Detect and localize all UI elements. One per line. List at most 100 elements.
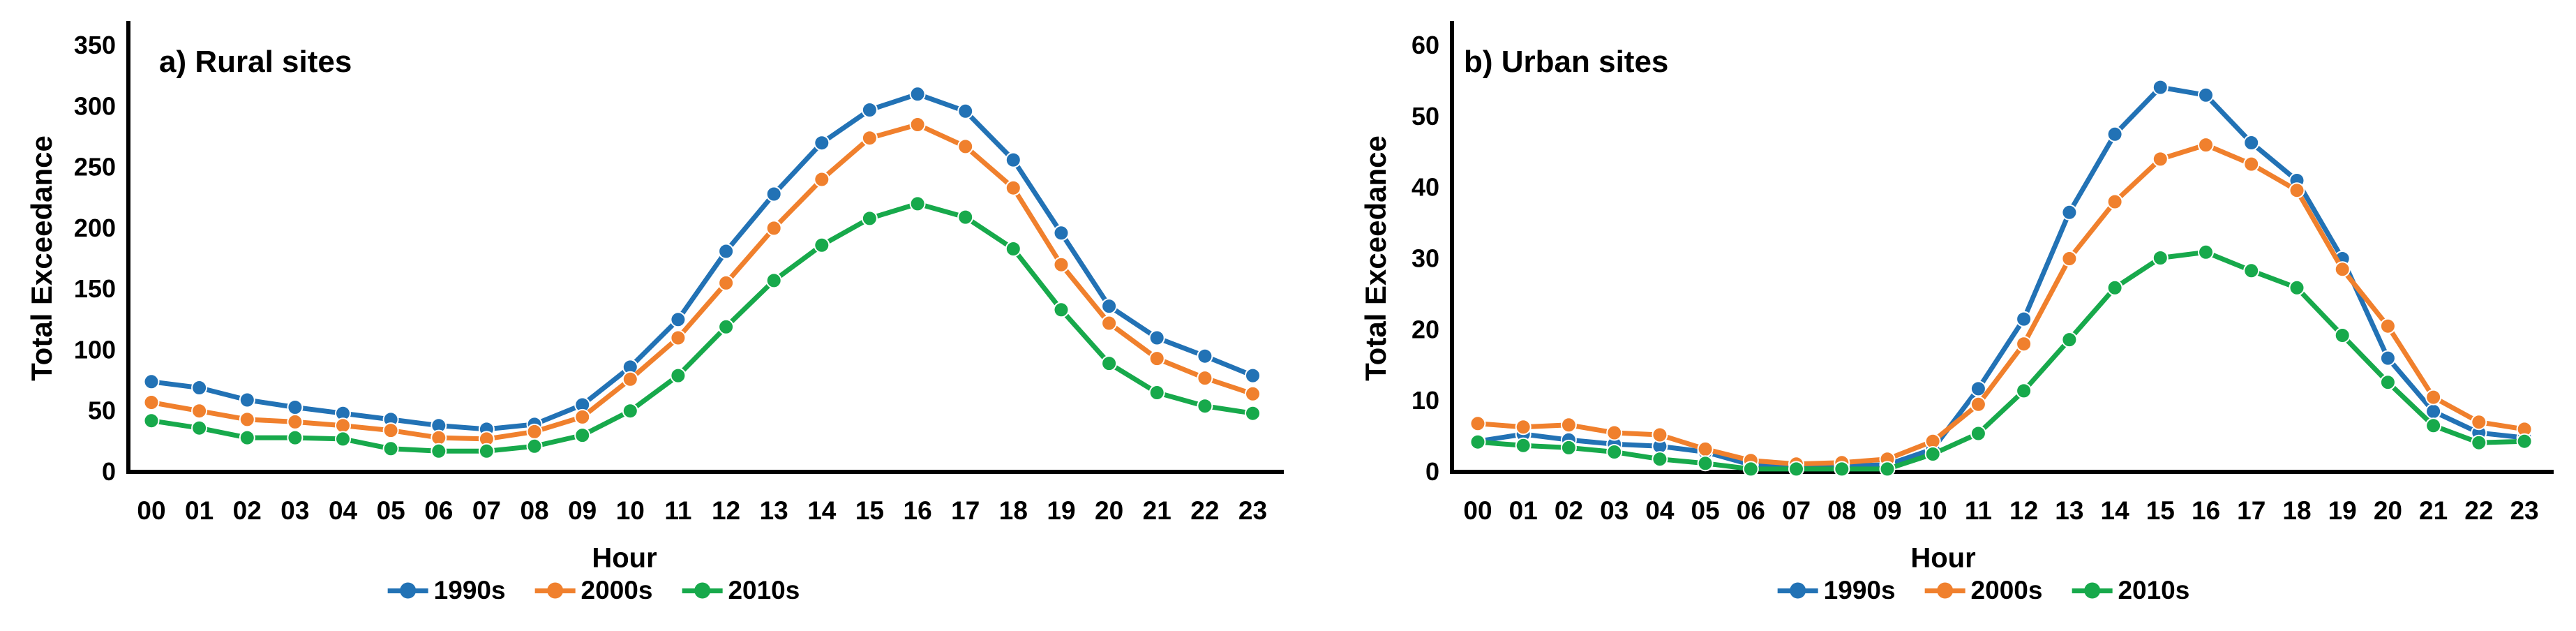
data-point-2000s-01 xyxy=(191,403,208,420)
data-point-2010s-19 xyxy=(2334,327,2351,343)
y-tick-label: 50 xyxy=(88,396,116,425)
x-tick-label: 20 xyxy=(2374,496,2402,525)
legend-marker-icon xyxy=(682,581,723,600)
x-tick-label: 00 xyxy=(1463,496,1492,525)
x-tick-label: 23 xyxy=(1238,496,1267,525)
data-point-2000s-00 xyxy=(1469,415,1486,432)
data-point-1990s-18 xyxy=(1005,151,1021,168)
data-point-2000s-14 xyxy=(814,171,830,188)
y-tick-label: 10 xyxy=(1411,386,1439,415)
data-point-2000s-15 xyxy=(861,130,878,147)
urban-chart-panel: 0 10 20 30 40 50 60 00 01 02 03 04 05 06 07 08 09 10 11 12 1… xyxy=(1288,0,2576,631)
y-axis-tick-labels: 0 50 100 150 200 250 300 350 xyxy=(74,31,116,486)
x-axis-tick-labels: 00 01 02 03 04 05 06 07 08 09 10 11 12 13 14 15 16 17 18 19… xyxy=(1463,496,2538,525)
data-point-2000s-04 xyxy=(335,417,351,434)
data-point-2010s-05 xyxy=(1697,455,1714,472)
legend-item-2000s: 2000s xyxy=(534,576,653,605)
data-point-2000s-21 xyxy=(1148,350,1165,367)
x-tick-label: 16 xyxy=(904,496,932,525)
urban-y-axis-title: Total Exceedance xyxy=(1359,135,1392,381)
legend-item-1990s: 1990s xyxy=(387,576,506,605)
data-point-2010s-14 xyxy=(814,237,830,253)
data-point-2010s-15 xyxy=(2152,250,2169,266)
data-point-2000s-22 xyxy=(2471,414,2487,431)
legend-marker-icon xyxy=(1777,581,1818,600)
x-tick-label: 04 xyxy=(1645,496,1675,525)
x-tick-label: 01 xyxy=(1509,496,1538,525)
data-point-2010s-07 xyxy=(478,443,495,459)
data-point-2010s-03 xyxy=(287,429,304,446)
x-tick-label: 05 xyxy=(1691,496,1720,525)
data-point-2000s-13 xyxy=(765,220,782,237)
data-point-2010s-21 xyxy=(1148,385,1165,401)
legend-item-2000s: 2000s xyxy=(1924,576,2042,605)
data-point-2000s-11 xyxy=(1970,396,1986,413)
x-tick-label: 04 xyxy=(329,496,358,525)
data-point-1990s-23 xyxy=(1245,367,1261,384)
data-point-2010s-04 xyxy=(1652,451,1668,468)
data-point-2000s-20 xyxy=(2379,318,2396,334)
data-point-2010s-08 xyxy=(526,438,543,454)
data-point-2000s-00 xyxy=(143,394,160,410)
x-tick-label: 01 xyxy=(185,496,214,525)
y-tick-label: 300 xyxy=(74,91,116,120)
data-point-1990s-17 xyxy=(2243,135,2260,151)
x-tick-label: 13 xyxy=(760,496,788,525)
data-point-1990s-11 xyxy=(670,311,687,328)
data-point-2000s-04 xyxy=(1652,426,1668,443)
legend-dot-swatch xyxy=(1790,582,1806,599)
data-point-2000s-21 xyxy=(2425,389,2442,406)
urban-legend: 1990s 2000s 2010s xyxy=(1777,576,2189,605)
x-tick-label: 03 xyxy=(280,496,309,525)
x-tick-label: 21 xyxy=(2419,496,2448,525)
data-point-1990s-22 xyxy=(1197,348,1213,364)
legend-marker-icon xyxy=(534,581,576,600)
data-point-1990s-12 xyxy=(718,243,735,260)
data-point-1990s-17 xyxy=(957,103,974,119)
series-line-2000s xyxy=(1475,142,2527,467)
data-point-1990s-19 xyxy=(1053,225,1070,242)
legend-dot-swatch xyxy=(694,582,710,599)
legend-dot-swatch xyxy=(1937,582,1954,599)
x-tick-label: 11 xyxy=(1965,496,1992,525)
data-point-1990s-20 xyxy=(1101,298,1118,315)
legend-marker-icon xyxy=(1924,581,1965,600)
data-point-1990s-13 xyxy=(2061,204,2078,221)
data-point-2000s-08 xyxy=(526,423,543,440)
legend-label: 2010s xyxy=(2118,576,2190,604)
data-point-2000s-20 xyxy=(1101,315,1118,332)
data-point-2010s-12 xyxy=(718,318,735,335)
rural-panel-title: a) Rural sites xyxy=(159,45,352,79)
data-point-2010s-23 xyxy=(2516,433,2533,450)
data-point-1990s-15 xyxy=(2152,79,2169,96)
y-tick-label: 20 xyxy=(1411,315,1439,343)
rural-y-axis-title: Total Exceedance xyxy=(25,135,58,381)
series-markers-1990s xyxy=(1469,79,2533,476)
data-point-2010s-13 xyxy=(2061,332,2078,348)
y-tick-label: 150 xyxy=(74,274,116,303)
rural-legend: 1990s 2000s 2010s xyxy=(387,576,800,605)
data-point-2010s-13 xyxy=(765,272,782,289)
data-point-2000s-06 xyxy=(430,429,447,446)
x-tick-label: 19 xyxy=(2328,496,2357,525)
data-point-2010s-02 xyxy=(1560,439,1577,456)
x-tick-label: 13 xyxy=(2055,496,2083,525)
data-point-1990s-14 xyxy=(2106,126,2123,142)
y-tick-label: 250 xyxy=(74,153,116,181)
legend-item-2010s: 2010s xyxy=(2072,576,2189,605)
legend-label: 2000s xyxy=(581,576,653,604)
data-point-2010s-22 xyxy=(2471,434,2487,451)
data-point-1990s-16 xyxy=(2198,87,2214,103)
x-tick-label: 18 xyxy=(2282,496,2311,525)
data-point-2010s-10 xyxy=(1924,446,1941,462)
data-point-2010s-15 xyxy=(861,210,878,227)
data-point-2000s-12 xyxy=(2016,336,2032,352)
x-tick-label: 15 xyxy=(2146,496,2175,525)
data-point-2010s-17 xyxy=(957,209,974,225)
x-tick-label: 14 xyxy=(807,496,837,525)
x-tick-label: 15 xyxy=(855,496,884,525)
urban-panel-title: b) Urban sites xyxy=(1464,45,1669,79)
x-tick-label: 07 xyxy=(472,496,501,525)
y-tick-label: 30 xyxy=(1411,244,1439,273)
